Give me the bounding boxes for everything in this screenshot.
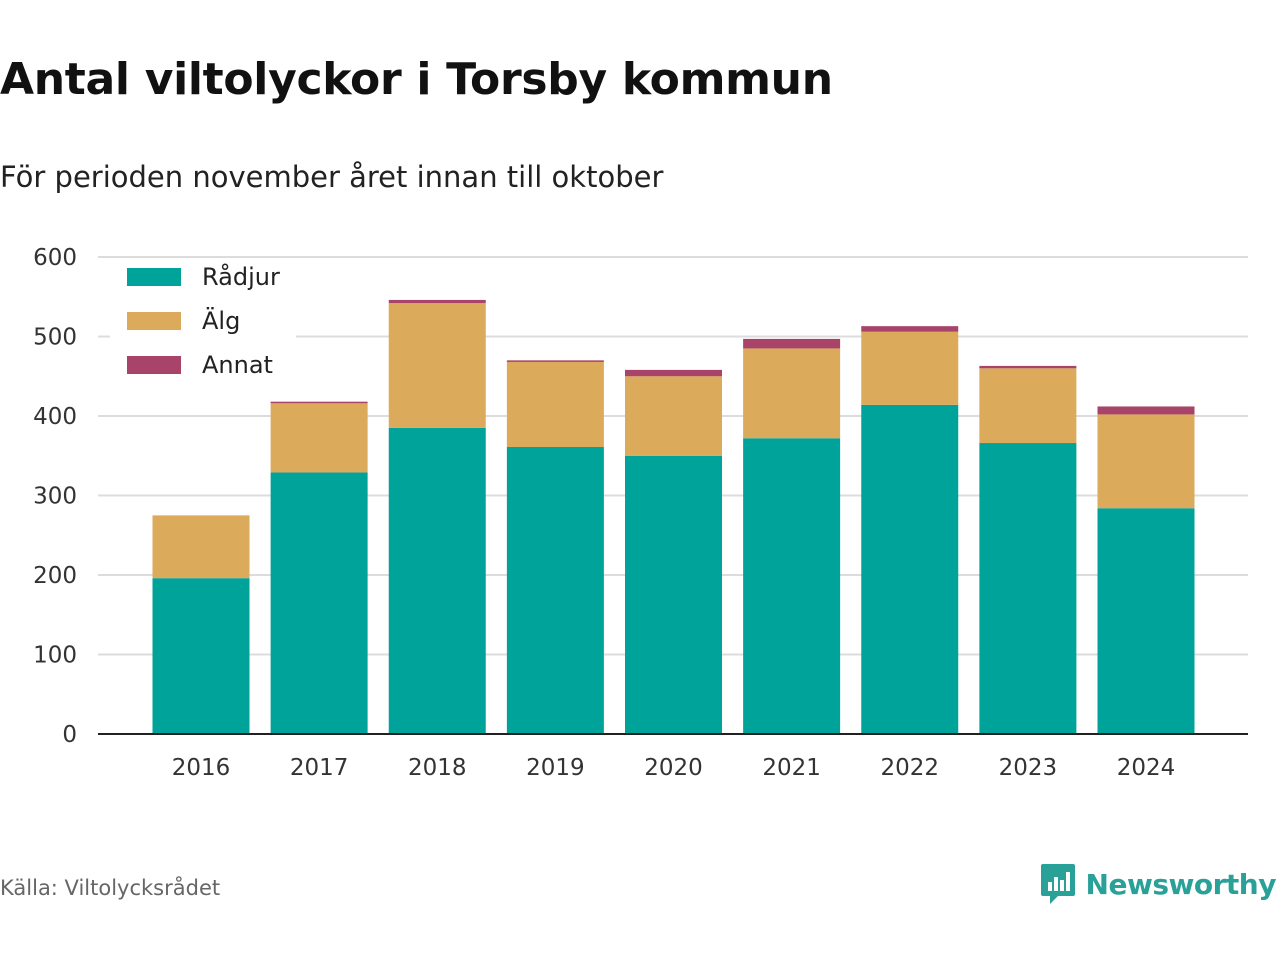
y-tick-label: 600 [33,245,77,271]
x-tick-label: 2023 [999,755,1058,781]
brand-name: Newsworthy [1085,867,1277,901]
x-tick-label: 2024 [1117,755,1176,781]
newsworthy-logo-icon [1040,864,1075,904]
legend-swatch [127,268,181,286]
y-tick-label: 500 [33,325,77,351]
bar-segment-älg [861,331,959,405]
bar-segment-älg [388,303,486,428]
stacked-bar-chart: 0 100 200 300 400 500 600 2016 2017 2018 2019 2020 2… [33,245,1248,781]
bar-segment-älg [1097,414,1195,509]
x-tick-label: 2021 [762,755,821,781]
bar-segment-rådjur [979,443,1077,734]
bar-segment-annat [625,369,722,377]
bar-segment-rådjur [388,427,486,734]
bar-segment-annat [388,299,486,304]
y-tick-label: 100 [33,643,77,669]
legend-swatch [127,356,181,374]
brand-logo: Newsworthy [1040,862,1277,906]
y-tick-label: 400 [33,404,77,430]
y-tick-label: 300 [33,484,77,510]
bar-segment-älg [743,348,841,439]
legend-label: Rådjur [202,262,280,291]
x-tick-label: 2017 [290,755,349,781]
bar-segment-älg [152,515,250,579]
bar-segment-älg [270,403,368,473]
x-tick-label: 2018 [408,755,467,781]
x-tick-label: 2019 [526,755,585,781]
bar-segment-annat [743,338,841,349]
bar-segment-annat [506,360,604,362]
x-tick-label: 2020 [644,755,703,781]
x-tick-label: 2016 [172,755,231,781]
bar-segment-rådjur [625,455,722,734]
bar-segment-annat [861,326,959,332]
y-tick-label: 0 [62,722,77,748]
chart-subtitle: För perioden november året innan till ok… [0,160,664,194]
y-tick-label: 200 [33,563,77,589]
bar-segment-annat [270,401,368,404]
bar-segment-annat [1097,406,1195,415]
bar-segment-älg [625,376,722,456]
x-tick-label: 2022 [880,755,939,781]
bar-segment-rådjur [270,472,368,734]
bar-segment-rådjur [861,404,959,734]
bar-segment-rådjur [506,447,604,734]
legend-swatch [127,312,181,330]
bar-segment-älg [979,368,1077,444]
bar-segment-rådjur [743,438,841,734]
bar-segment-rådjur [152,578,250,734]
legend-label: Älg [202,306,240,335]
legend-label: Annat [202,351,273,379]
source-note: Källa: Viltolycksrådet [0,876,221,900]
bar-segment-rådjur [1097,508,1195,734]
chart-title: Antal viltolyckor i Torsby kommun [0,54,833,105]
bar-segment-älg [506,361,604,448]
bar-segment-annat [979,365,1077,369]
